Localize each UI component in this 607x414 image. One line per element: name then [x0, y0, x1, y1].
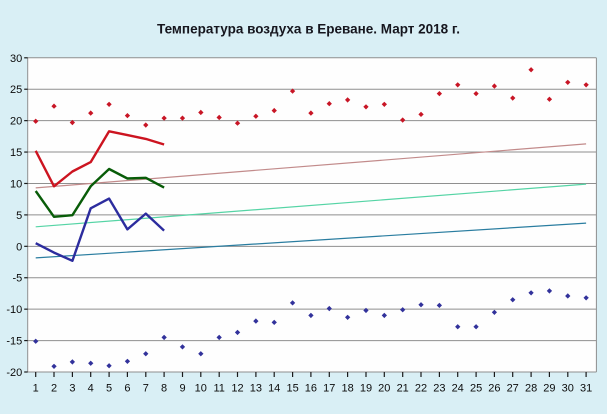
svg-text:31: 31: [580, 383, 592, 395]
svg-text:5: 5: [16, 210, 22, 222]
svg-text:-15: -15: [6, 336, 22, 348]
svg-text:30: 30: [562, 383, 574, 395]
svg-text:27: 27: [507, 383, 519, 395]
svg-text:29: 29: [543, 383, 555, 395]
svg-text:16: 16: [305, 383, 317, 395]
svg-text:0: 0: [16, 241, 22, 253]
svg-text:30: 30: [10, 53, 22, 65]
svg-text:28: 28: [525, 383, 537, 395]
svg-text:10: 10: [10, 179, 22, 191]
svg-text:6: 6: [124, 383, 130, 395]
svg-text:20: 20: [378, 383, 390, 395]
svg-text:24: 24: [452, 383, 464, 395]
svg-text:25: 25: [10, 84, 22, 96]
svg-text:Температура воздуха в Ереване.: Температура воздуха в Ереване. Март 2018…: [157, 22, 460, 37]
svg-text:10: 10: [195, 383, 207, 395]
svg-text:22: 22: [415, 383, 427, 395]
svg-text:11: 11: [213, 383, 224, 395]
svg-text:13: 13: [250, 383, 262, 395]
svg-text:8: 8: [161, 383, 167, 395]
svg-text:-20: -20: [6, 367, 22, 379]
svg-text:26: 26: [488, 383, 500, 395]
svg-text:15: 15: [286, 383, 298, 395]
svg-text:19: 19: [360, 383, 372, 395]
svg-text:9: 9: [179, 383, 185, 395]
svg-text:7: 7: [143, 383, 149, 395]
svg-text:-10: -10: [6, 304, 22, 316]
svg-text:12: 12: [231, 383, 243, 395]
svg-text:3: 3: [69, 383, 75, 395]
svg-text:15: 15: [10, 147, 22, 159]
svg-text:25: 25: [470, 383, 482, 395]
svg-text:21: 21: [397, 383, 409, 395]
svg-text:4: 4: [88, 383, 94, 395]
svg-text:20: 20: [10, 116, 22, 128]
svg-text:1: 1: [33, 383, 39, 395]
svg-text:2: 2: [51, 383, 57, 395]
svg-text:14: 14: [268, 383, 280, 395]
svg-text:18: 18: [341, 383, 353, 395]
svg-text:23: 23: [433, 383, 445, 395]
svg-text:5: 5: [106, 383, 112, 395]
svg-text:-5: -5: [13, 273, 23, 285]
svg-text:17: 17: [323, 383, 335, 395]
